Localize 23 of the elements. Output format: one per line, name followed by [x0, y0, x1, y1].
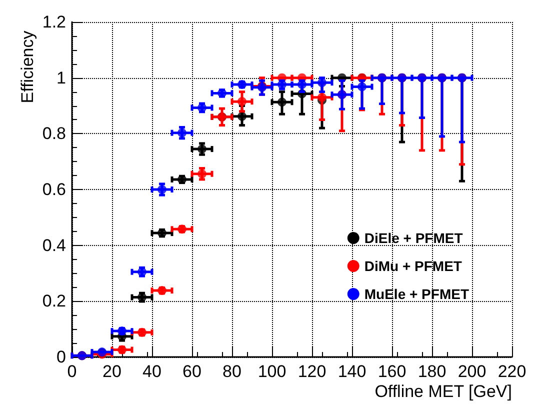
- x-tick-label: 40: [142, 362, 162, 381]
- y-tick-label: 0.2: [42, 292, 66, 311]
- x-tick-label: 180: [418, 362, 446, 381]
- x-tick-label: 120: [298, 362, 326, 381]
- x-tick-label: 60: [182, 362, 202, 381]
- y-tick-label: 1.2: [42, 12, 66, 32]
- x-tick-label: 80: [222, 362, 242, 381]
- x-tick-label: 20: [102, 362, 122, 381]
- x-tick-label: 160: [378, 362, 406, 381]
- y-tick-label: 0.4: [42, 236, 66, 255]
- x-axis-title: Offline MET [GeV]: [374, 382, 512, 401]
- y-tick-label: 0.6: [42, 180, 66, 199]
- x-tick-label: 140: [338, 362, 366, 381]
- x-tick-label: 200: [458, 362, 486, 381]
- x-tick-label: 100: [258, 362, 286, 381]
- y-axis-title: Efficiency: [18, 30, 37, 104]
- legend-label: DiEle + PFMET: [364, 230, 464, 246]
- legend-label: MuEle + PFMET: [364, 286, 470, 302]
- x-tick-label: 220: [498, 362, 526, 381]
- legend-label: DiMu + PFMET: [364, 258, 462, 274]
- y-tick-label: 0: [56, 348, 66, 366]
- y-tick-label: 0.8: [42, 124, 66, 144]
- y-tick-label: 1: [56, 68, 66, 88]
